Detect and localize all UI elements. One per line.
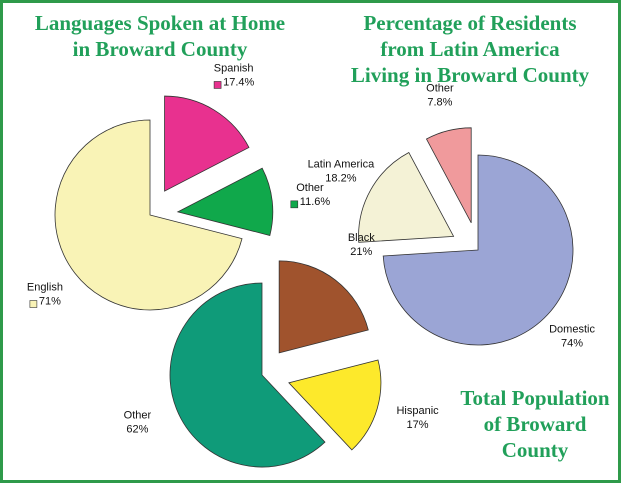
chart-title: from Latin America [380, 37, 560, 61]
pie-slice [176, 167, 274, 236]
chart-title: Languages Spoken at Home [35, 11, 285, 35]
slice-label: Hispanic [396, 405, 439, 417]
slice-label: Other [426, 83, 454, 95]
legend-swatch [29, 300, 38, 308]
value-label: 7.8% [427, 97, 452, 109]
legend-swatch [290, 200, 299, 209]
chart-title: of Broward [484, 412, 587, 436]
chart-title: in Broward County [73, 37, 248, 61]
value-label: 62% [126, 423, 148, 435]
slice-label: English [27, 282, 63, 294]
slice-label: Spanish [214, 62, 254, 74]
value-label: 21% [350, 246, 372, 258]
slice-label: Black [348, 232, 375, 244]
pie-slice [425, 127, 472, 224]
slice-label: Domestic [549, 323, 595, 335]
slice-label: Other [124, 409, 152, 421]
chart-title: Living in Broward County [351, 63, 590, 87]
pie-slice [278, 260, 369, 354]
chart-title: Total Population [460, 386, 610, 410]
slice-label: Latin America [308, 159, 376, 171]
pie-slice [164, 95, 250, 192]
value-label: 71% [39, 296, 61, 308]
value-label: 11.6% [300, 196, 331, 208]
pie-slice [54, 119, 243, 311]
slice-label: Other [296, 182, 324, 194]
pie-slice [288, 359, 382, 451]
pie-slice [169, 282, 326, 468]
value-label: 17% [407, 419, 429, 431]
chart-title: Percentage of Residents [363, 11, 576, 35]
pie-slice [382, 154, 574, 346]
value-label: 74% [561, 337, 583, 349]
pie-slice [358, 151, 455, 243]
value-label: 17.4% [223, 76, 254, 88]
legend-swatch [213, 81, 222, 89]
value-label: 18.2% [325, 173, 356, 185]
chart-title: County [502, 438, 569, 462]
